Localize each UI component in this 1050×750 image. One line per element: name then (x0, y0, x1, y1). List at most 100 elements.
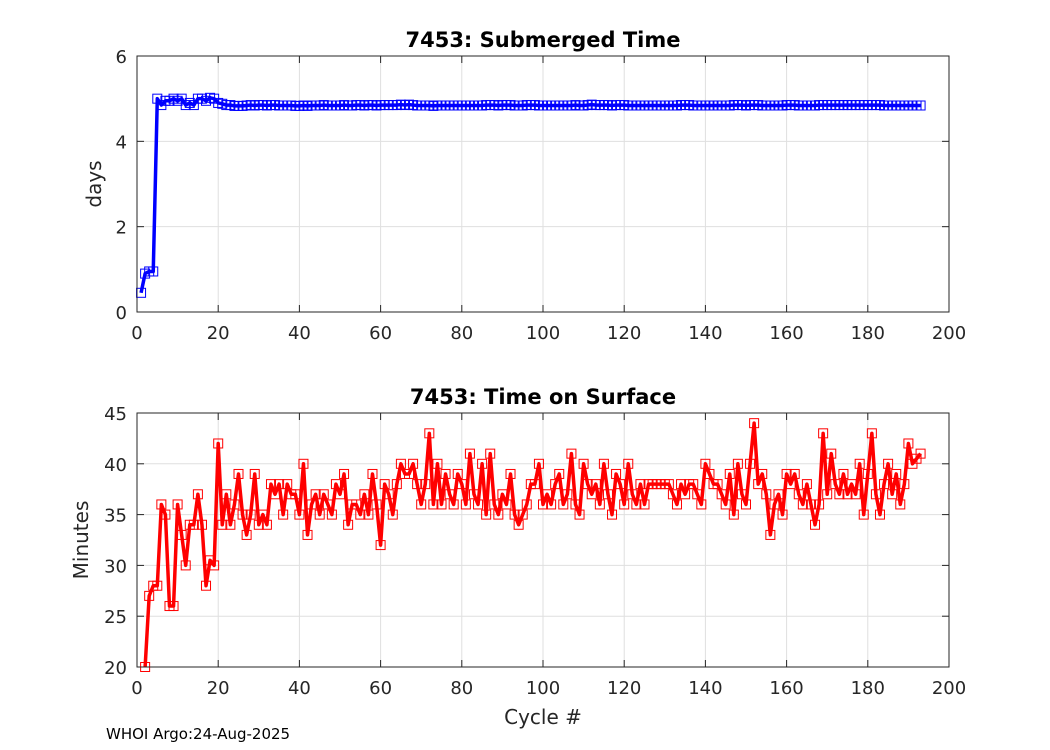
surface-data-point (408, 458, 419, 469)
surface-data-point (562, 489, 573, 500)
surface-data-point (550, 479, 561, 490)
submerged-tick-label-x: 140 (688, 323, 722, 344)
surface-data-point (144, 590, 155, 601)
surface-data-point (598, 458, 609, 469)
surface-data-point (887, 489, 898, 500)
surface-data-point (818, 428, 829, 439)
surface-data-point (172, 499, 183, 510)
surface-data-point (680, 489, 691, 500)
surface-data-point (692, 489, 703, 500)
surface-data-point (404, 468, 415, 479)
surface-data-point (468, 489, 479, 500)
surface-data-point (257, 509, 268, 520)
surface-data-point (826, 448, 837, 459)
surface-data-point (903, 438, 914, 449)
surface-data-point (582, 479, 593, 490)
surface-data-point (842, 489, 853, 500)
surface-data-point (485, 448, 496, 459)
surface-data-point (615, 479, 626, 490)
surface-data-point (558, 499, 569, 510)
surface-x-axis-label: Cycle # (504, 705, 582, 729)
surface-data-point (375, 540, 386, 551)
surface-tick-label-x: 20 (207, 678, 230, 699)
surface-data-point (196, 519, 207, 530)
surface-data-point (542, 489, 553, 500)
surface-data-point (732, 458, 743, 469)
surface-data-point (391, 479, 402, 490)
surface-data-point (671, 499, 682, 510)
submerged-tick-label-x: 0 (131, 323, 142, 344)
surface-data-point (509, 509, 520, 520)
surface-data-point (229, 499, 240, 510)
surface-data-point (521, 499, 532, 510)
surface-data-point (619, 499, 630, 510)
surface-tick-label-x: 180 (851, 678, 885, 699)
surface-data-point (359, 489, 370, 500)
surface-data-point (724, 468, 735, 479)
surface-data-point (326, 509, 337, 520)
surface-data-point (180, 560, 191, 571)
surface-data-point (416, 499, 427, 510)
surface-tick-label-y: 40 (104, 455, 127, 476)
surface-data-point (168, 601, 179, 612)
surface-data-point (343, 519, 354, 530)
submerged-y-axis-label: days (82, 160, 106, 207)
surface-data-point (290, 489, 301, 500)
submerged-tick-label-y: 6 (116, 47, 127, 68)
surface-data-point (481, 509, 492, 520)
surface-data-point (371, 499, 382, 510)
surface-data-point (270, 489, 281, 500)
surface-data-point (209, 560, 220, 571)
surface-data-point (424, 428, 435, 439)
surface-data-point (765, 529, 776, 540)
surface-data-point (854, 458, 865, 469)
surface-tick-label-x: 120 (607, 678, 641, 699)
submerged-time-panel: 0 20 40 60 80 100 120 140 160 180 200 0 2 4 6 7453: Sub… (82, 28, 966, 344)
surface-data-point (822, 489, 833, 500)
submerged-tick-label-x: 180 (851, 323, 885, 344)
surface-tick-label-x: 0 (131, 678, 142, 699)
surface-tick-label-x: 200 (932, 678, 966, 699)
surface-data-point (761, 489, 772, 500)
surface-data-point (611, 468, 622, 479)
surface-data-point (546, 499, 557, 510)
surface-data-point (176, 529, 187, 540)
surface-data-point (335, 489, 345, 500)
surface-data-point (473, 499, 484, 510)
surface-data-point (152, 580, 163, 591)
surface-data-point (720, 499, 731, 510)
surface-tick-label-y: 30 (104, 556, 127, 577)
surface-data-point (448, 499, 459, 510)
surface-data-point (704, 468, 715, 479)
surface-data-point (420, 479, 431, 490)
surface-data-point (745, 458, 756, 469)
surface-data-point (156, 499, 167, 510)
surface-data-point (322, 499, 333, 510)
surface-data-point (201, 580, 212, 591)
surface-data-point (850, 489, 861, 500)
surface-data-point (716, 489, 727, 500)
surface-data-point (513, 519, 524, 530)
surface-tick-label-x: 140 (688, 678, 722, 699)
surface-data-point (237, 509, 248, 520)
surface-data-point (318, 489, 329, 500)
surface-data-point (785, 479, 796, 490)
surface-data-point (594, 499, 605, 510)
surface-data-point (533, 458, 544, 469)
surface-data-point (351, 499, 362, 510)
surface-data-point (810, 519, 821, 530)
surface-data-point (294, 509, 305, 520)
surface-data-point (282, 479, 293, 490)
submerged-tick-label-x: 120 (607, 323, 641, 344)
surface-data-point (477, 458, 488, 469)
surface-data-point (879, 479, 890, 490)
surface-data-point (412, 479, 423, 490)
surface-data-point (862, 468, 873, 479)
surface-data-point (456, 479, 467, 490)
surface-data-point (460, 499, 471, 510)
surface-data-point (245, 509, 256, 520)
surface-data-point (517, 509, 528, 520)
surface-data-point (355, 509, 366, 520)
surface-data-point (505, 468, 516, 479)
surface-data-point (452, 468, 463, 479)
